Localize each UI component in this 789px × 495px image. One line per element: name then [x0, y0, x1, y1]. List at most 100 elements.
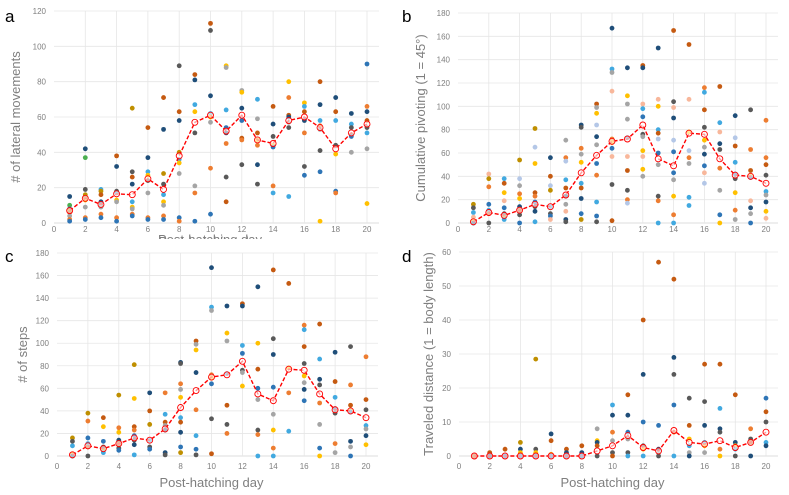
- data-point: [563, 219, 569, 225]
- data-point: [548, 438, 554, 444]
- data-point: [286, 95, 292, 100]
- y-tick-label: 80: [40, 362, 49, 371]
- data-point: [532, 190, 538, 196]
- mean-marker: [639, 121, 647, 129]
- data-point: [594, 142, 599, 148]
- data-point: [640, 134, 646, 140]
- data-point: [563, 155, 569, 161]
- mean-marker: [331, 406, 339, 414]
- mean-marker: [192, 387, 200, 395]
- data-point: [763, 419, 769, 425]
- mean-marker: [144, 175, 152, 183]
- mean-marker: [332, 145, 340, 153]
- data-point: [178, 387, 184, 392]
- data-point: [609, 154, 615, 159]
- data-point: [717, 147, 723, 152]
- data-point: [332, 379, 338, 384]
- data-point: [533, 446, 539, 452]
- x-tick-label: 12: [639, 462, 648, 471]
- data-point: [732, 217, 738, 222]
- data-point: [70, 438, 75, 444]
- data-point: [364, 130, 370, 136]
- data-point: [85, 410, 91, 416]
- data-point: [301, 361, 307, 366]
- mean-marker: [639, 444, 647, 451]
- data-point: [763, 395, 769, 401]
- data-point: [763, 117, 769, 123]
- data-point: [579, 443, 585, 449]
- y-tick-label: 60: [37, 113, 46, 122]
- mean-marker: [300, 113, 308, 121]
- data-point: [317, 218, 323, 224]
- data-point: [176, 215, 182, 221]
- data-point: [656, 423, 661, 428]
- y-axis-title: # of lateral movements: [8, 51, 23, 183]
- mean-marker: [115, 440, 123, 448]
- data-point: [486, 171, 492, 177]
- data-point: [717, 429, 723, 435]
- data-point: [333, 118, 339, 123]
- data-point: [502, 446, 508, 452]
- data-point: [178, 381, 184, 387]
- panel-label: a: [5, 7, 15, 26]
- data-point: [348, 402, 353, 408]
- mean-marker: [191, 118, 199, 126]
- mean-marker: [347, 129, 355, 137]
- data-point: [671, 99, 676, 105]
- data-point: [129, 213, 135, 219]
- data-point: [563, 158, 569, 164]
- mean-marker: [593, 447, 601, 455]
- y-tick-label: 100: [33, 42, 47, 51]
- data-point: [116, 447, 122, 453]
- data-point: [193, 370, 199, 375]
- data-point: [193, 452, 199, 458]
- y-tick-label: 160: [437, 32, 451, 41]
- data-point: [302, 100, 307, 106]
- data-point: [640, 173, 646, 179]
- data-point: [702, 144, 707, 150]
- data-point: [147, 422, 153, 427]
- data-point: [67, 202, 73, 208]
- data-point: [686, 453, 692, 459]
- mean-marker: [762, 179, 770, 187]
- data-point: [763, 208, 769, 214]
- data-point: [686, 203, 692, 208]
- data-point: [98, 211, 104, 217]
- mean-marker: [531, 200, 539, 208]
- data-point: [270, 384, 276, 390]
- data-point: [302, 104, 307, 109]
- data-point: [131, 396, 137, 401]
- mean-marker: [623, 135, 631, 143]
- data-point: [671, 193, 676, 199]
- data-point: [732, 190, 738, 196]
- data-point: [348, 344, 353, 350]
- data-point: [67, 218, 73, 224]
- data-point: [270, 453, 276, 459]
- data-point: [610, 412, 615, 418]
- y-tick-label: 140: [437, 56, 451, 65]
- data-point: [208, 165, 213, 171]
- data-point: [548, 431, 554, 437]
- data-point: [748, 453, 754, 459]
- data-point: [671, 149, 676, 155]
- data-point: [702, 163, 707, 169]
- data-point: [348, 453, 353, 459]
- data-point: [702, 124, 707, 130]
- data-point: [655, 45, 661, 51]
- mean-marker: [655, 447, 662, 455]
- data-point: [363, 426, 369, 432]
- panel-c: 0 20 40 60 80 100 120 140 160 180 0 2 4 6 8 10 12 14 16 18 2…: [0, 239, 395, 495]
- data-point: [655, 127, 661, 133]
- data-point: [594, 172, 599, 178]
- data-point: [348, 149, 354, 155]
- data-point: [317, 321, 323, 327]
- data-point: [302, 172, 307, 178]
- data-point: [162, 419, 168, 425]
- x-tick-label: 4: [117, 462, 122, 471]
- mean-marker: [254, 390, 262, 398]
- data-point: [317, 79, 323, 85]
- data-point: [364, 201, 370, 206]
- mean-marker: [130, 434, 138, 442]
- data-point: [255, 162, 260, 168]
- data-point: [270, 134, 276, 139]
